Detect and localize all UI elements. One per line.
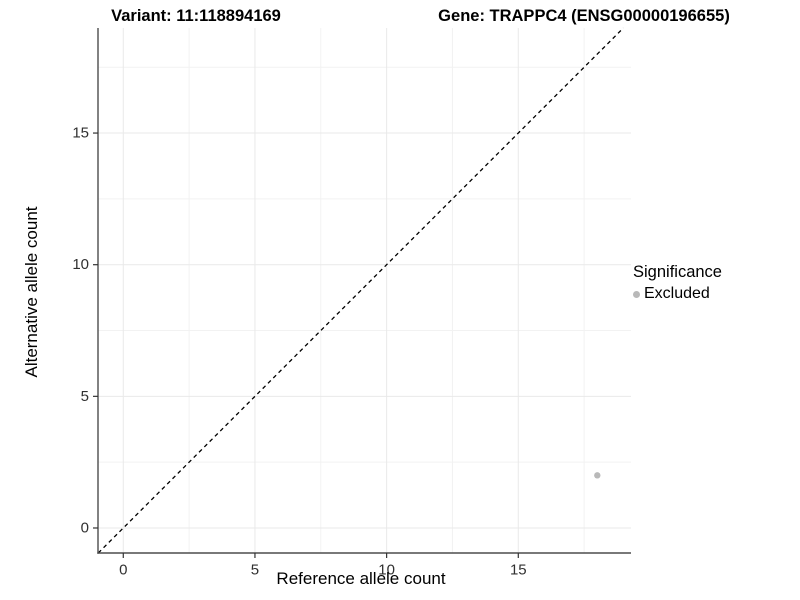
legend-entry-label: Excluded xyxy=(644,285,710,302)
y-tick-label: 0 xyxy=(81,519,89,536)
legend: Significance Excluded xyxy=(633,263,722,303)
identity-dashed-line xyxy=(97,27,624,554)
legend-entry-excluded: Excluded xyxy=(633,285,722,303)
x-tick-label: 0 xyxy=(119,562,127,579)
y-tick-label: 15 xyxy=(72,125,89,142)
legend-title: Significance xyxy=(633,263,722,281)
excluded-point-icon xyxy=(633,290,640,298)
x-tick-label: 10 xyxy=(378,562,395,579)
x-axis-title: Reference allele count xyxy=(276,569,446,588)
gene-title: Gene: TRAPPC4 (ENSG00000196655) xyxy=(438,7,730,25)
variant-title: Variant: 11:118894169 xyxy=(111,7,281,25)
data-point xyxy=(594,472,601,479)
y-axis-title: Alternative allele count xyxy=(22,206,41,378)
x-tick-label: 5 xyxy=(251,562,259,579)
x-tick-label: 15 xyxy=(510,562,527,579)
y-tick-label: 10 xyxy=(72,256,89,273)
y-tick-label: 5 xyxy=(81,388,89,405)
